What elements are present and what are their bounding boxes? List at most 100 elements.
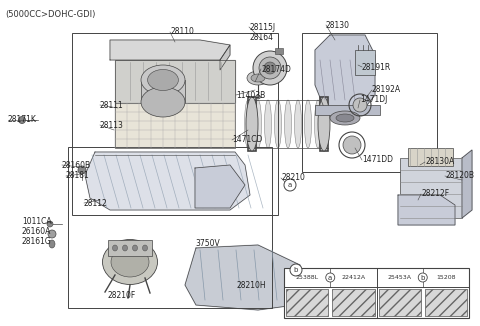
- Text: 1011CA: 1011CA: [22, 217, 52, 227]
- Ellipse shape: [304, 100, 312, 148]
- Ellipse shape: [141, 87, 185, 117]
- Text: 28110: 28110: [170, 27, 194, 37]
- Text: 28161G: 28161G: [22, 238, 52, 246]
- Bar: [108, 240, 152, 256]
- Ellipse shape: [264, 62, 276, 74]
- Ellipse shape: [112, 245, 118, 251]
- Bar: [68, 147, 272, 308]
- Text: 28130: 28130: [326, 21, 350, 29]
- Text: 11403B: 11403B: [236, 91, 265, 99]
- Text: a: a: [328, 274, 332, 280]
- Ellipse shape: [326, 273, 335, 282]
- Text: 1471DJ: 1471DJ: [360, 96, 387, 105]
- Ellipse shape: [103, 240, 157, 285]
- Text: 28164: 28164: [249, 33, 273, 41]
- Polygon shape: [462, 150, 472, 218]
- Ellipse shape: [111, 247, 149, 277]
- Text: 28192A: 28192A: [372, 85, 401, 95]
- Ellipse shape: [285, 100, 291, 148]
- Bar: [275, 48, 283, 54]
- Ellipse shape: [314, 100, 322, 148]
- Polygon shape: [85, 152, 250, 210]
- Ellipse shape: [295, 100, 301, 148]
- Polygon shape: [315, 35, 375, 120]
- Text: 15208: 15208: [436, 275, 456, 280]
- Ellipse shape: [330, 111, 360, 125]
- Ellipse shape: [254, 100, 262, 148]
- Bar: [332, 289, 374, 316]
- Text: 28113: 28113: [100, 121, 124, 129]
- Ellipse shape: [148, 69, 179, 91]
- Ellipse shape: [48, 230, 56, 238]
- Text: 28171K: 28171K: [8, 115, 37, 125]
- Bar: [332, 289, 374, 316]
- Bar: [320, 97, 328, 151]
- Text: 28181: 28181: [66, 171, 90, 181]
- Bar: [115, 60, 235, 103]
- Text: 28112: 28112: [84, 199, 108, 208]
- Text: 28210H: 28210H: [236, 280, 266, 289]
- Ellipse shape: [47, 221, 53, 227]
- Ellipse shape: [418, 273, 427, 282]
- Ellipse shape: [264, 100, 272, 148]
- Ellipse shape: [255, 95, 261, 99]
- Polygon shape: [110, 40, 230, 60]
- Text: 3750V: 3750V: [195, 239, 220, 247]
- Text: 28191R: 28191R: [362, 63, 391, 71]
- Text: 28210: 28210: [281, 173, 305, 183]
- Ellipse shape: [353, 98, 367, 112]
- Ellipse shape: [290, 264, 302, 276]
- Bar: [248, 97, 256, 151]
- Text: b: b: [294, 267, 298, 273]
- Bar: [425, 289, 467, 316]
- Bar: [379, 289, 421, 316]
- Ellipse shape: [251, 74, 265, 82]
- Bar: [286, 289, 328, 316]
- Bar: [141, 80, 185, 102]
- Ellipse shape: [259, 57, 281, 79]
- Bar: [72, 33, 278, 215]
- Ellipse shape: [132, 245, 137, 251]
- Text: 25453A: 25453A: [388, 275, 412, 280]
- Ellipse shape: [253, 51, 287, 85]
- Text: 26160A: 26160A: [22, 228, 51, 236]
- Text: 28212F: 28212F: [421, 189, 449, 199]
- Text: 28210F: 28210F: [108, 290, 136, 300]
- Bar: [286, 289, 328, 316]
- Ellipse shape: [141, 65, 185, 95]
- Text: (5000CC>DOHC-GDI): (5000CC>DOHC-GDI): [5, 10, 96, 19]
- Ellipse shape: [246, 97, 258, 151]
- Ellipse shape: [275, 100, 281, 148]
- Text: b: b: [420, 274, 425, 280]
- Ellipse shape: [336, 114, 354, 122]
- Bar: [379, 289, 421, 316]
- Ellipse shape: [19, 116, 25, 124]
- Polygon shape: [195, 165, 245, 208]
- Text: 28115J: 28115J: [249, 22, 275, 32]
- Ellipse shape: [247, 71, 269, 85]
- Text: 22412A: 22412A: [341, 275, 365, 280]
- Polygon shape: [185, 245, 300, 310]
- Bar: [115, 103, 235, 148]
- Text: 28174D: 28174D: [261, 65, 291, 73]
- Ellipse shape: [122, 245, 128, 251]
- Text: 28130A: 28130A: [425, 157, 454, 167]
- Bar: [284, 268, 469, 318]
- Ellipse shape: [343, 136, 361, 154]
- Bar: [408, 148, 453, 166]
- Text: 28120B: 28120B: [445, 171, 474, 181]
- Text: 25388L: 25388L: [296, 275, 319, 280]
- Bar: [355, 50, 375, 75]
- Ellipse shape: [244, 100, 252, 148]
- Bar: [302, 33, 437, 172]
- Polygon shape: [398, 195, 455, 225]
- Ellipse shape: [49, 240, 55, 248]
- Text: 1471CD: 1471CD: [232, 136, 263, 144]
- Bar: [400, 158, 462, 218]
- Text: a: a: [288, 182, 292, 188]
- Ellipse shape: [78, 166, 86, 174]
- Ellipse shape: [284, 179, 296, 191]
- Bar: [425, 289, 467, 316]
- Polygon shape: [220, 45, 230, 70]
- Bar: [315, 105, 380, 115]
